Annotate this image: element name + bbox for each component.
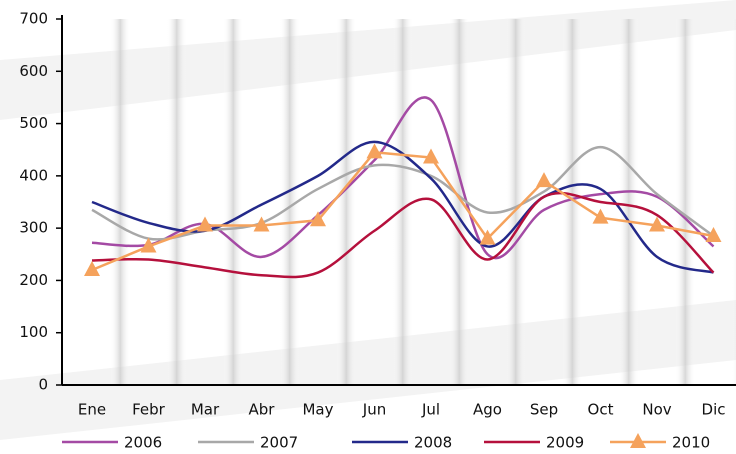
point-marker xyxy=(197,216,213,232)
x-tick-label: Ene xyxy=(78,401,106,419)
column-shade xyxy=(223,19,244,385)
series-line xyxy=(91,191,715,279)
column-shade xyxy=(449,19,470,385)
column-shade xyxy=(505,19,526,385)
y-tick-label: 0 xyxy=(38,376,48,394)
point-marker xyxy=(140,237,157,253)
x-tick-label: Abr xyxy=(249,401,276,419)
column-shade xyxy=(392,19,413,385)
point-marker xyxy=(649,216,665,232)
point-marker xyxy=(479,229,496,245)
x-tick-label: Dic xyxy=(702,401,726,419)
y-tick-label: 200 xyxy=(19,271,48,289)
column-shade xyxy=(166,19,187,385)
point-marker xyxy=(536,172,552,188)
x-tick-label: Jun xyxy=(362,401,386,419)
point-marker xyxy=(366,143,383,159)
legend-label: 2010 xyxy=(672,434,710,452)
point-marker xyxy=(592,208,609,224)
x-tick-label: Oct xyxy=(588,401,614,419)
y-tick-label: 100 xyxy=(19,323,48,341)
x-tick-label: Mar xyxy=(191,401,220,419)
point-marker xyxy=(310,211,326,227)
point-marker xyxy=(423,148,439,164)
x-tick-label: Ago xyxy=(473,401,502,419)
legend-label: 2006 xyxy=(124,434,162,452)
y-tick-label: 500 xyxy=(19,114,48,132)
legend-label: 2008 xyxy=(414,434,452,452)
y-tick-label: 600 xyxy=(19,62,48,80)
column-shade xyxy=(675,19,696,385)
y-tick-label: 700 xyxy=(19,10,48,28)
column-shade xyxy=(618,19,639,385)
y-tick-label: 400 xyxy=(19,166,48,184)
x-tick-label: May xyxy=(302,401,333,419)
legend-marker xyxy=(630,433,646,448)
column-shade xyxy=(110,19,131,385)
x-tick-label: Jul xyxy=(421,401,440,419)
x-tick-label: Sep xyxy=(530,401,558,419)
background-band xyxy=(0,300,736,440)
column-shade xyxy=(336,19,357,385)
point-marker xyxy=(253,216,270,232)
y-tick-label: 300 xyxy=(19,219,48,237)
column-shade xyxy=(562,19,583,385)
column-shade xyxy=(731,19,736,385)
point-marker xyxy=(84,260,100,276)
series-line xyxy=(91,151,714,272)
x-tick-label: Febr xyxy=(132,401,166,419)
point-marker xyxy=(705,226,722,242)
column-shade xyxy=(279,19,300,385)
legend-label: 2009 xyxy=(546,434,584,452)
x-tick-label: Nov xyxy=(642,401,671,419)
legend-label: 2007 xyxy=(260,434,298,452)
